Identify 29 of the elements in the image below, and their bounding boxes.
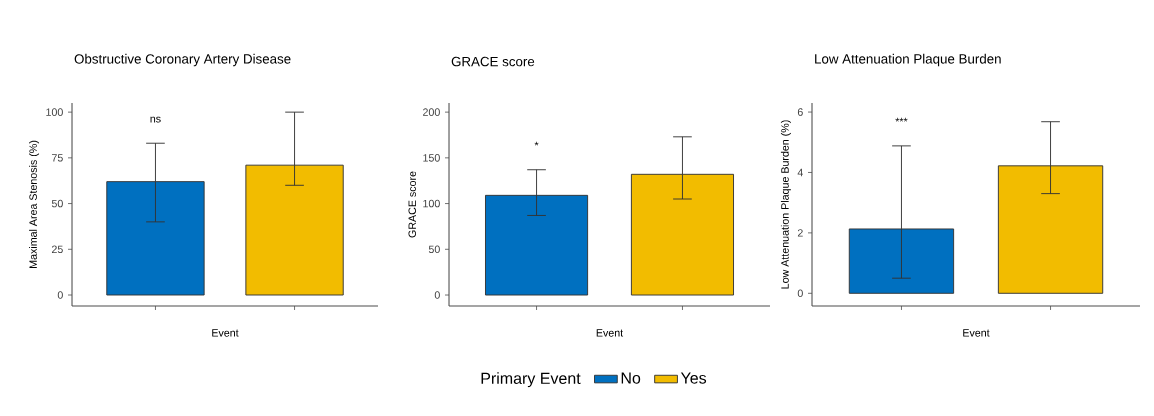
y-tick-label: 4 (797, 168, 803, 177)
y-tick-label: 100 (423, 199, 440, 208)
y-tick-label: 150 (423, 154, 440, 162)
legend-label: Yes (680, 372, 707, 384)
chart-title: Obstructive Coronary Artery Disease (74, 53, 291, 67)
chart-title: Low Attenuation Plaque Burden (815, 53, 1001, 67)
y-tick-label: 0 (57, 291, 63, 299)
y-axis-title: Maximal Area Stenosis (%) (29, 140, 40, 268)
y-axis-title: Low Attenuation Plaque Burden (%) (780, 120, 791, 289)
y-tick-label: 50 (428, 245, 440, 254)
legend-label: No (621, 372, 641, 384)
y-tick-label: 0 (797, 289, 803, 298)
y-tick-label: 25 (51, 245, 63, 254)
y-tick-label: 50 (51, 199, 63, 208)
y-tick-label: 75 (51, 154, 63, 162)
y-axis-title: GRACE score (408, 171, 417, 238)
y-tick-label: 2 (797, 229, 803, 237)
legend-title: Primary Event (481, 372, 581, 388)
y-tick-label: 6 (797, 108, 803, 116)
annotation: ns (150, 116, 161, 123)
y-tick-label: 200 (423, 108, 440, 116)
annotation: *** (895, 117, 908, 122)
y-tick-label: 100 (46, 108, 63, 116)
annotation: * (534, 141, 539, 146)
x-axis-title: Event (212, 329, 239, 337)
x-axis-title: Event (596, 329, 624, 337)
chart-title: GRACE score (451, 56, 535, 67)
y-tick-label: 0 (434, 291, 440, 299)
x-axis-title: Event (963, 329, 990, 337)
